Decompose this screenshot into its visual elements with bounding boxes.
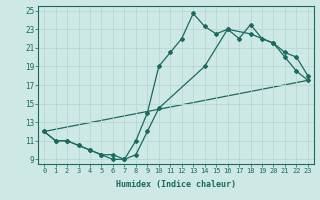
X-axis label: Humidex (Indice chaleur): Humidex (Indice chaleur) bbox=[116, 180, 236, 189]
